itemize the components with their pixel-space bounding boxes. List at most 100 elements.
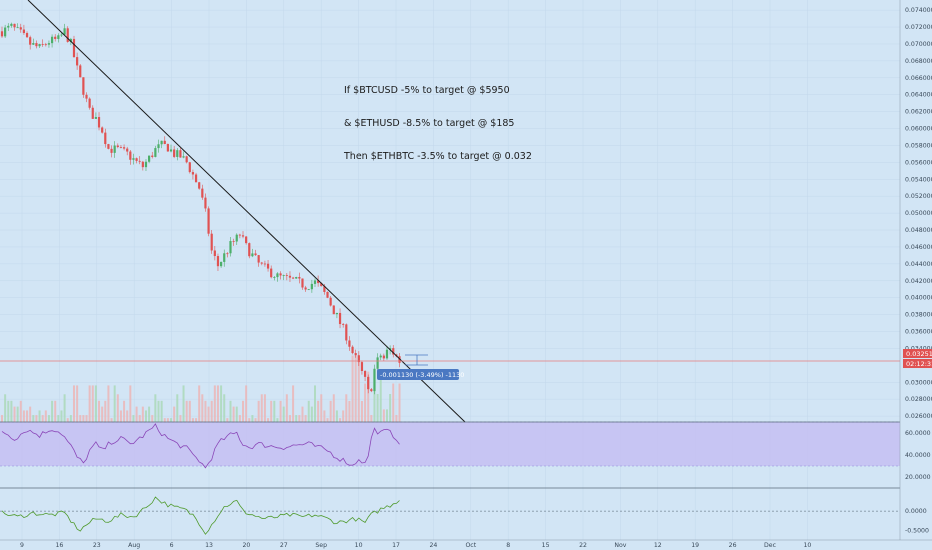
- candle-body: [72, 38, 76, 58]
- candle-body: [38, 44, 41, 47]
- price-tick-label: 0.040000: [905, 295, 932, 302]
- volume-bar: [385, 409, 388, 422]
- candle-body: [113, 145, 116, 153]
- date-tick-label: 24: [429, 542, 437, 549]
- volume-bar: [69, 415, 72, 422]
- candle-body: [185, 156, 188, 163]
- candle-body: [41, 44, 44, 45]
- macd-tick-label: 0.0000: [905, 508, 927, 515]
- volume-bar: [7, 400, 10, 422]
- trendline[interactable]: [27, 0, 466, 423]
- date-tick-label: Dec: [764, 542, 777, 549]
- measure-label-box: [377, 369, 459, 380]
- candle-body: [398, 356, 401, 363]
- candle-body: [104, 132, 107, 145]
- volume-bar: [223, 394, 226, 422]
- candle-body: [298, 276, 301, 279]
- volume-bar: [173, 406, 176, 422]
- volume-bar: [292, 385, 295, 422]
- volume-bar: [29, 406, 32, 422]
- volume-bar: [326, 418, 329, 422]
- candle-body: [10, 23, 13, 26]
- candle-body: [179, 150, 182, 158]
- date-tick-label: 15: [542, 542, 550, 549]
- rsi-line: [1, 423, 400, 469]
- price-tick-label: 0.048000: [905, 227, 932, 234]
- volume-bar: [320, 394, 323, 422]
- rsi-tick-label: 20.0000: [905, 474, 931, 481]
- candle-body: [226, 253, 229, 255]
- candle-body: [323, 286, 326, 292]
- countdown-tag-box: [903, 359, 932, 368]
- price-tick-label: 0.058000: [905, 142, 932, 149]
- price-tick-label: 0.060000: [905, 126, 932, 133]
- candle-body: [119, 146, 123, 148]
- volume-bar: [304, 415, 307, 422]
- candle-body: [13, 23, 16, 28]
- volume-bar: [339, 418, 342, 422]
- volume-bar: [389, 394, 392, 422]
- candle-body: [47, 43, 51, 45]
- candle-body: [97, 117, 101, 128]
- volume-bar: [32, 415, 35, 422]
- volume-bar: [216, 385, 219, 422]
- trade-note: If $BTCUSD -5% to target @ $5950 & $ETHU…: [344, 63, 532, 184]
- candle-body: [116, 145, 119, 147]
- volume-bar: [38, 410, 41, 422]
- measure-label: -0.001130 (-3.49%) -1130: [380, 371, 464, 379]
- price-tick-label: 0.072000: [905, 24, 932, 31]
- candle-body: [132, 158, 135, 160]
- volume-bar: [1, 415, 3, 422]
- volume-bar: [135, 406, 138, 422]
- volume-bars: [1, 355, 401, 422]
- volume-bar: [41, 415, 44, 422]
- candle-body: [60, 34, 63, 36]
- volume-bar: [398, 383, 401, 422]
- volume-bar: [345, 394, 348, 422]
- candle-body: [357, 355, 360, 363]
- candle-body: [310, 283, 313, 290]
- volume-bar: [392, 383, 395, 422]
- price-axis[interactable]: 0.074000 0.072000 0.070000 0.068000 0.066000…: [905, 7, 932, 420]
- rsi-tick-label: 60.0000: [905, 430, 931, 437]
- candle-body: [182, 156, 185, 158]
- price-tick-label: 0.044000: [905, 261, 932, 268]
- candle-body: [22, 29, 26, 34]
- volume-bar: [254, 418, 257, 422]
- volume-bar: [376, 394, 379, 422]
- volume-bar: [232, 406, 235, 422]
- candle-body: [129, 151, 132, 160]
- candle-body: [351, 346, 354, 354]
- candle-body: [248, 243, 251, 257]
- candle-body: [138, 160, 141, 162]
- candle-body: [235, 234, 238, 242]
- candle-body: [16, 27, 19, 29]
- volume-bar: [176, 394, 179, 422]
- price-tick-label: 0.068000: [905, 58, 932, 65]
- candle-body: [135, 158, 138, 161]
- price-tick-label: 0.038000: [905, 312, 932, 319]
- candle-body: [379, 355, 382, 358]
- date-tick-label: Nov: [614, 542, 626, 549]
- candle-body: [88, 98, 91, 108]
- volume-bar: [360, 401, 363, 422]
- volume-bar: [138, 415, 141, 422]
- price-tick-label: 0.050000: [905, 210, 932, 217]
- candle-body: [301, 278, 304, 288]
- measure-tool[interactable]: -0.001130 (-3.49%) -1130: [377, 354, 464, 380]
- volume-bar: [179, 415, 182, 422]
- date-tick-label: 12: [654, 542, 662, 549]
- volume-bar: [395, 415, 398, 422]
- candle-body: [317, 280, 320, 284]
- volume-bar: [357, 355, 360, 422]
- rsi-axis[interactable]: 60.0000 40.0000 20.0000: [905, 430, 931, 481]
- volume-bar: [166, 418, 169, 422]
- volume-bar: [148, 406, 151, 422]
- candle-body: [304, 287, 307, 290]
- date-axis[interactable]: 9 16 23 Aug 6 13 20 27 Sep 10 17 24 Oct 8 15 22 Nov 12 19 2…: [20, 542, 811, 549]
- macd-axis[interactable]: 0.0000 -0.5000: [905, 508, 929, 534]
- candle-body: [151, 155, 154, 157]
- volume-bar: [282, 406, 285, 422]
